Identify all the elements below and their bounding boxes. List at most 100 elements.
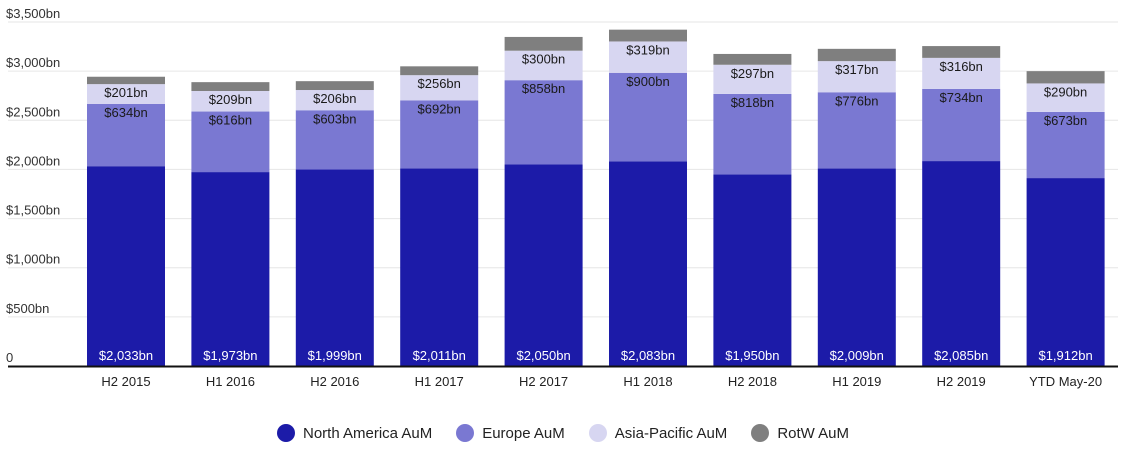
data-label: $2,033bn [99,348,153,363]
bar-segment [922,161,1001,366]
data-label: $317bn [835,62,878,77]
bar-segment [191,82,270,91]
legend-label-rotw: RotW AuM [777,424,849,442]
data-label: $858bn [522,81,565,96]
bar-segment [1026,71,1105,84]
y-tick-label: $3,500bn [6,6,60,21]
bar-segment [1026,111,1105,179]
bar-segment [295,110,374,170]
data-label: $776bn [835,93,878,108]
data-label: $1,973bn [203,348,257,363]
x-tick-label: H2 2016 [310,374,359,389]
data-label: $2,011bn [413,348,466,363]
legend-label-north-america: North America AuM [302,424,433,442]
y-tick-label: $3,000bn [6,55,60,70]
x-tick-label: H2 2017 [519,374,568,389]
bar-segment [504,164,583,366]
legend-swatch-north-america [276,424,295,442]
data-label: $206bn [313,91,356,106]
legend-swatch-asia-pacific [588,424,607,442]
bar-segment [817,92,896,169]
data-label: $673bn [1044,113,1087,128]
x-tick-label: H1 2017 [415,374,464,389]
chart-legend: North America AuM Europe AuM Asia-Pacifi… [0,424,1126,442]
data-label: $300bn [522,52,565,67]
bar-segment [504,36,583,51]
y-tick-label: 0 [6,350,13,365]
data-label: $2,009bn [830,348,884,363]
legend-item-rotw: RotW AuM [751,424,849,442]
data-label: $201bn [104,85,147,100]
bar-segment [87,166,165,366]
bar-segment [1026,83,1105,112]
data-label: $2,085bn [934,348,988,363]
legend-item-europe: Europe AuM [456,424,565,442]
bar-segment [295,81,374,91]
data-label: $2,083bn [621,348,675,363]
data-label: $900bn [626,74,669,89]
stacked-bar-chart: 0 $500bn $1,000bn $1,500bn $2,000bn $2,500bn $… [6,6,1118,389]
y-tick-label: $1,000bn [6,252,60,267]
legend-label-asia-pacific: Asia-Pacific AuM [614,424,728,442]
x-tick-label: H2 2019 [937,374,986,389]
bar-segment [504,80,583,165]
y-tick-label: $500bn [6,301,49,316]
x-tick-label: H1 2018 [623,374,672,389]
data-label: $209bn [209,92,252,107]
bar-segment [400,66,479,76]
data-label: $256bn [418,76,461,91]
legend-label-europe: Europe AuM [482,424,565,442]
bar-segment [504,50,583,81]
bar-segment [922,88,1001,162]
data-label: $734bn [940,90,983,105]
x-tick-label: H2 2018 [728,374,777,389]
legend-swatch-europe [456,424,475,442]
legend-item-asia-pacific: Asia-Pacific AuM [588,424,728,442]
data-label: $692bn [418,101,461,116]
bar-segment [713,64,792,94]
data-label: $290bn [1044,84,1087,99]
bar-segment [295,90,374,111]
x-tick-label: YTD May-20 [1029,374,1102,389]
bar-segment [922,46,1001,58]
data-label: $1,912bn [1038,348,1092,363]
bar-segment [191,172,270,366]
data-label: $818bn [731,95,774,110]
legend-swatch-rotw [751,424,770,442]
data-label: $1,950bn [725,348,779,363]
bar-segment [817,61,896,93]
y-tick-label: $2,500bn [6,104,60,119]
bar-segment [87,103,165,167]
y-tick-label: $2,000bn [6,153,60,168]
bar-segment [817,168,896,366]
data-label: $2,050bn [516,348,570,363]
bar-segment [609,41,687,73]
bar-segment [817,48,896,62]
bar-segment [609,161,687,366]
y-tick-label: $1,500bn [6,203,60,218]
bar-segment [713,93,792,175]
bar-segment [191,90,270,112]
bar-segment [1026,178,1105,366]
bar-segment [87,84,165,104]
data-label: $634bn [104,105,147,120]
data-label: $603bn [313,111,356,126]
bar-segment [713,174,792,366]
bar-segment [295,169,374,366]
legend-item-north-america: North America AuM [276,424,433,442]
bar-segment [922,57,1001,89]
data-label: $319bn [626,42,669,57]
bar-segment [713,53,792,65]
data-label: $297bn [731,66,774,81]
x-tick-label: H2 2015 [101,374,150,389]
data-label: $1,999bn [308,348,362,363]
bar-segment [87,76,165,85]
bar-segment [191,111,270,173]
bar-segment [400,75,479,101]
x-tick-label: H1 2019 [832,374,881,389]
bar-segment [400,100,479,169]
x-tick-label: H1 2016 [206,374,255,389]
data-label: $316bn [940,59,983,74]
bar-segment [400,168,479,366]
bar-segment [609,72,687,162]
